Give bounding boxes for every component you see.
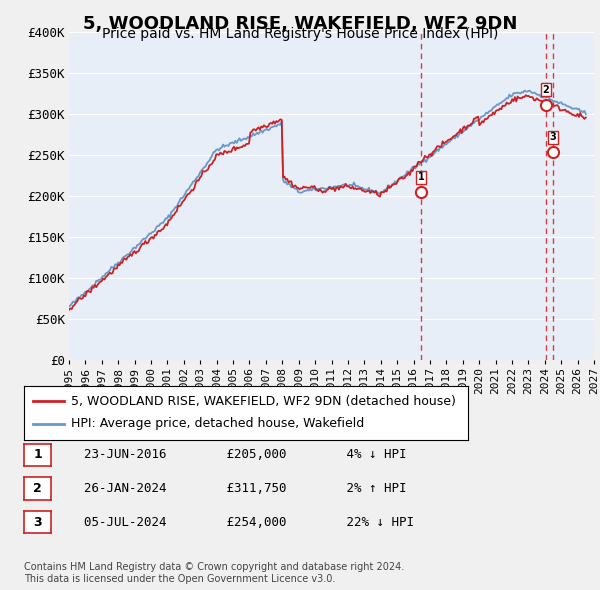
Text: 1: 1 — [418, 172, 425, 182]
Text: 05-JUL-2024        £254,000        22% ↓ HPI: 05-JUL-2024 £254,000 22% ↓ HPI — [69, 516, 414, 529]
Text: HPI: Average price, detached house, Wakefield: HPI: Average price, detached house, Wake… — [71, 417, 364, 430]
Text: 5, WOODLAND RISE, WAKEFIELD, WF2 9DN: 5, WOODLAND RISE, WAKEFIELD, WF2 9DN — [83, 15, 517, 33]
Text: Contains HM Land Registry data © Crown copyright and database right 2024.
This d: Contains HM Land Registry data © Crown c… — [24, 562, 404, 584]
Text: 2: 2 — [542, 85, 550, 95]
Text: 5, WOODLAND RISE, WAKEFIELD, WF2 9DN (detached house): 5, WOODLAND RISE, WAKEFIELD, WF2 9DN (de… — [71, 395, 455, 408]
Text: 3: 3 — [550, 132, 556, 142]
Text: 26-JAN-2024        £311,750        2% ↑ HPI: 26-JAN-2024 £311,750 2% ↑ HPI — [69, 482, 407, 495]
Text: 23-JUN-2016        £205,000        4% ↓ HPI: 23-JUN-2016 £205,000 4% ↓ HPI — [69, 448, 407, 461]
Text: 1: 1 — [33, 448, 42, 461]
Text: Price paid vs. HM Land Registry's House Price Index (HPI): Price paid vs. HM Land Registry's House … — [102, 27, 498, 41]
Text: 3: 3 — [33, 516, 42, 529]
Text: 2: 2 — [33, 482, 42, 495]
